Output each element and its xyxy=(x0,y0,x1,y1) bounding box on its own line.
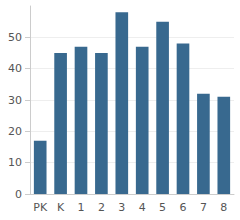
svg-text:K: K xyxy=(57,201,65,214)
svg-text:1: 1 xyxy=(78,201,85,214)
svg-text:30: 30 xyxy=(8,94,22,107)
svg-text:5: 5 xyxy=(159,201,166,214)
svg-text:10: 10 xyxy=(8,156,22,169)
svg-text:2: 2 xyxy=(98,201,105,214)
svg-text:40: 40 xyxy=(8,62,22,75)
svg-text:4: 4 xyxy=(139,201,146,214)
svg-text:PK: PK xyxy=(33,201,48,214)
svg-text:8: 8 xyxy=(220,201,227,214)
svg-text:50: 50 xyxy=(8,31,22,44)
svg-text:0: 0 xyxy=(15,188,22,201)
svg-text:7: 7 xyxy=(200,201,207,214)
svg-text:6: 6 xyxy=(180,201,187,214)
svg-text:20: 20 xyxy=(8,125,22,138)
svg-text:3: 3 xyxy=(118,201,125,214)
